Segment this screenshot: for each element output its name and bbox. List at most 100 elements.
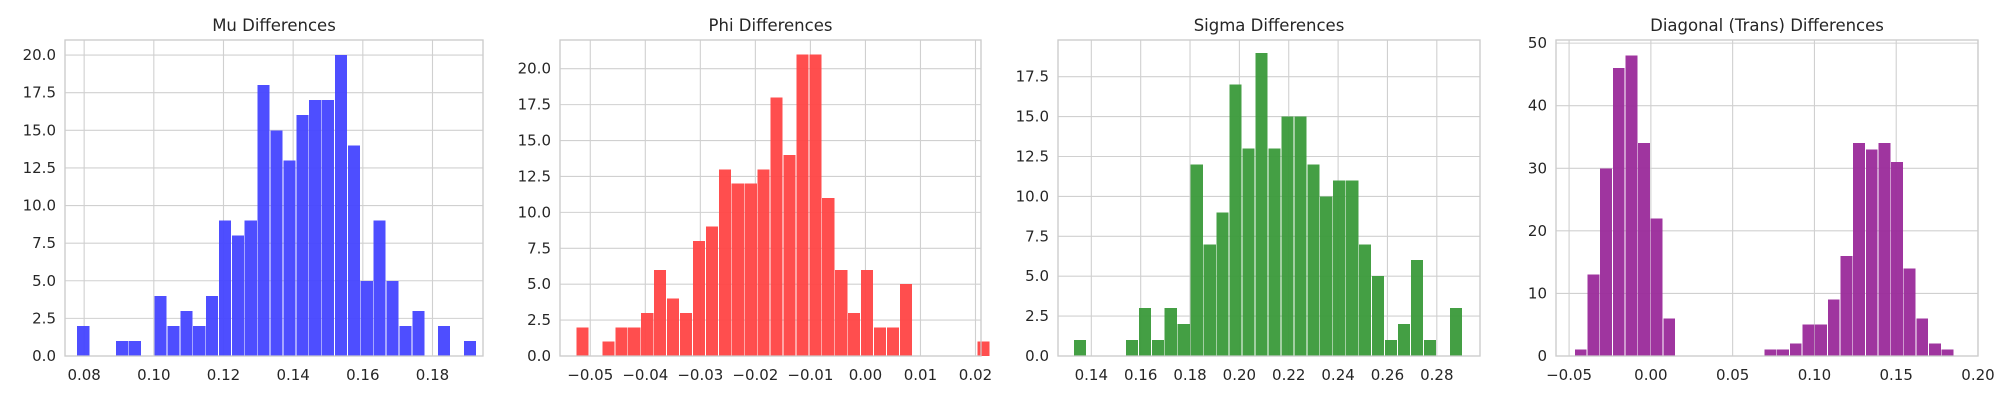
sigma-bar [1397,324,1411,356]
sigma-bar [1203,244,1216,356]
mu-bar [180,310,193,356]
diagonal-bar [1916,318,1929,356]
phi-bar [977,341,990,356]
diagonal-bar [1941,349,1954,356]
mu-y-tick-label: 0.0 [32,347,56,365]
diagonal-bar [1587,274,1600,356]
mu-bar [463,340,476,356]
diagonal-bar [1574,349,1587,356]
phi-bar [705,226,718,356]
mu-bar [399,325,412,356]
phi-x-tick-label: −0.01 [787,366,833,384]
mu-y-tick-label: 7.5 [32,234,56,252]
mu-x-tick-label: 0.08 [67,366,100,384]
mu-bar [347,145,360,356]
diagonal-y-tick-label: 30 [1528,159,1547,177]
diagonal-y-tick-label: 0 [1537,347,1547,365]
diagonal-x-tick-label: 0.15 [1880,366,1913,384]
mu-bar [438,325,451,356]
phi-x-tick-label: 0.00 [849,366,882,384]
mu-bar [167,325,180,356]
sigma-bar [1074,340,1087,356]
mu-bar [412,310,425,356]
diagonal-bar [1625,55,1638,357]
diagonal-bar [1764,349,1777,356]
diagonal-x-tick-label: 0.10 [1798,366,1831,384]
sigma-y-tick-label: 7.5 [1025,227,1049,245]
sigma-x-tick-label: 0.24 [1321,366,1354,384]
sigma-bar [1190,164,1203,356]
diagonal-bar [1840,255,1853,356]
diagonal-bar [1878,143,1891,356]
mu-bar [283,160,296,356]
phi-bar [667,298,680,356]
diagonal-bar [1865,149,1878,356]
sigma-axes-border [1057,39,1481,357]
sigma-bar [1151,340,1164,356]
sigma-bar [1359,244,1372,356]
phi-y-tick-label: 2.5 [527,311,551,329]
diagonal-bar [1815,324,1828,356]
phi-bar [576,327,589,356]
sigma-x-tick-label: 0.26 [1371,366,1404,384]
phi-y-tick-label: 15.0 [518,132,551,150]
sigma-x-tick-label: 0.28 [1420,366,1453,384]
diagonal-bar [1650,218,1663,356]
mu-bar [115,340,128,356]
phi-x-tick-label: −0.02 [732,366,778,384]
mu-x-tick-label: 0.18 [416,366,449,384]
diagonal-y-tick-label: 10 [1528,284,1547,302]
sigma-bar [1177,324,1190,356]
phi-y-tick-label: 7.5 [527,239,551,257]
mu-bar [154,295,167,356]
sigma-y-tick-label: 2.5 [1025,307,1049,325]
phi-y-tick-label: 0.0 [527,347,551,365]
mu-bar [231,235,244,356]
sigma-bar [1372,276,1385,356]
phi-y-tick-label: 12.5 [518,167,551,185]
mu-bar [244,220,257,356]
phi-bar [822,198,835,356]
phi-y-tick-label: 10.0 [518,203,551,221]
diagonal-bar [1789,343,1802,356]
sigma-bar [1294,116,1307,356]
mu-bar [334,55,348,357]
phi-axes-border [559,39,982,357]
phi-bar [873,327,887,356]
phi-bar [679,312,693,356]
mu-chart-title: Mu Differences [212,16,336,35]
sigma-bar [1268,148,1281,356]
diagonal-x-tick-label: 0.20 [1961,366,1994,384]
sigma-bar [1242,148,1255,356]
mu-bar [373,220,386,356]
diagonal-x-tick-label: 0.05 [1716,366,1749,384]
diagonal-histogram: −0.05 0.00 0.05 0.10 0.15 0.20 0 10 20 30 40 50 Diag… [1528,16,1995,384]
sigma-bar [1138,308,1151,356]
phi-bar [628,327,641,356]
phi-bar [848,312,861,356]
diagonal-bar [1663,318,1676,356]
mu-y-tick-label: 12.5 [23,159,56,177]
diagonal-bar [1802,324,1815,356]
diagonal-x-tick-label: 0.00 [1634,366,1667,384]
sigma-x-tick-label: 0.22 [1272,366,1305,384]
sigma-bar [1320,196,1333,356]
sigma-y-tick-label: 5.0 [1025,267,1049,285]
phi-bar [731,183,744,356]
mu-histogram: 0.08 0.10 0.12 0.14 0.16 0.18 0.0 2.5 5.0 7.5 10.0… [23,16,484,384]
diagonal-bar [1903,268,1916,356]
sigma-bar [1164,308,1177,356]
mu-x-tick-label: 0.16 [346,366,379,384]
diagonal-y-tick-label: 40 [1528,97,1547,115]
sigma-x-tick-label: 0.18 [1173,366,1206,384]
mu-y-tick-label: 10.0 [23,197,56,215]
phi-x-tick-label: 0.02 [959,366,992,384]
sigma-bar [1449,308,1462,356]
sigma-y-tick-label: 0.0 [1025,347,1049,365]
mu-y-tick-label: 5.0 [32,272,56,290]
phi-bar [602,341,615,356]
phi-bar [654,269,667,356]
sigma-bar [1410,260,1424,356]
diagonal-bar [1929,343,1941,356]
